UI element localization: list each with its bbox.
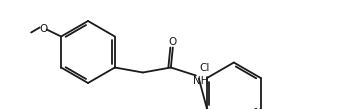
- Text: NH: NH: [193, 76, 209, 85]
- Text: Cl: Cl: [200, 63, 210, 73]
- Text: O: O: [39, 24, 47, 33]
- Text: O: O: [169, 37, 177, 47]
